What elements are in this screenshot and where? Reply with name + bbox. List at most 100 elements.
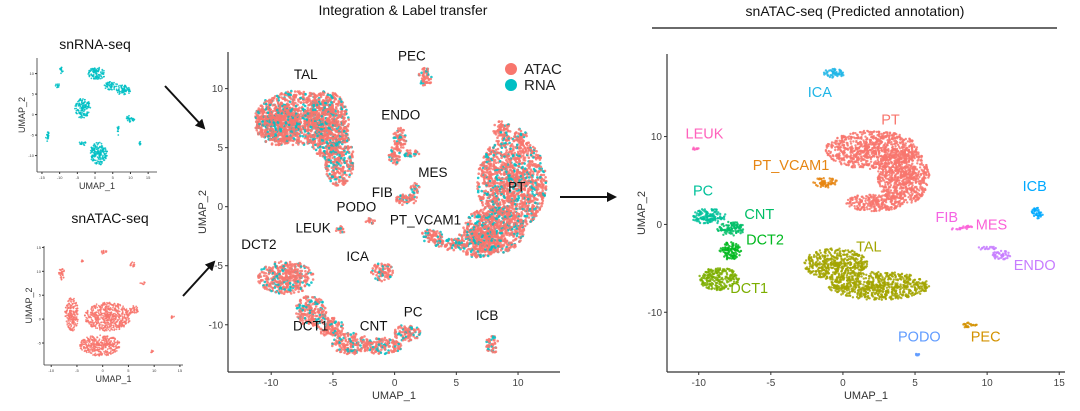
cell-point <box>331 175 335 178</box>
cell-point <box>107 306 110 308</box>
cell-point <box>100 313 103 315</box>
y-tick-label: 10 <box>30 71 35 76</box>
cell-point <box>94 154 97 157</box>
cell-point <box>101 68 104 71</box>
cell-point <box>79 105 82 108</box>
cell-point <box>170 316 173 319</box>
cell-point <box>319 149 322 153</box>
cell-point <box>109 329 111 332</box>
cell-point <box>108 345 111 348</box>
cell-point <box>91 74 94 77</box>
cell-point <box>336 135 340 138</box>
cell-point <box>313 97 317 100</box>
cell-point <box>351 168 354 171</box>
cell-point <box>100 72 103 75</box>
cell-point <box>321 91 325 94</box>
cell-point <box>333 122 337 125</box>
cell-point <box>408 149 412 152</box>
y-tick-label: -10 <box>28 153 35 158</box>
cell-point <box>139 140 142 143</box>
cell-point <box>110 327 113 329</box>
cell-point <box>267 134 270 138</box>
cell-point <box>339 145 342 148</box>
cell-point <box>96 150 99 153</box>
cell-point <box>261 118 264 121</box>
cell-point <box>287 123 291 127</box>
cell-point <box>344 133 347 137</box>
cell-point <box>334 139 338 142</box>
cell-point <box>283 105 286 108</box>
cell-point <box>69 307 72 310</box>
cell-point <box>334 181 338 184</box>
cell-point <box>133 119 136 121</box>
y-tick-label: -10 <box>209 320 224 331</box>
cell-point <box>102 343 105 346</box>
cell-point <box>288 96 292 99</box>
cell-point <box>309 125 313 129</box>
cell-point <box>321 125 325 129</box>
cell-point <box>307 134 311 138</box>
cluster-label: FIB <box>372 185 393 200</box>
cell-point <box>303 122 307 126</box>
cell-point <box>85 351 88 354</box>
y-tick-label: -5 <box>30 133 34 138</box>
cell-point <box>111 82 114 85</box>
cell-point <box>66 314 68 317</box>
cell-point <box>418 185 421 189</box>
cell-point <box>425 81 428 84</box>
cell-point <box>294 104 298 108</box>
cell-point <box>401 199 404 203</box>
cell-point <box>82 112 85 115</box>
cell-point <box>98 68 101 70</box>
cell-point <box>335 184 339 187</box>
cell-point <box>407 152 411 155</box>
cell-point <box>279 114 283 117</box>
cell-point <box>108 347 111 350</box>
cell-point <box>119 304 122 307</box>
cell-point <box>101 155 104 158</box>
cell-point <box>96 75 99 78</box>
cell-point <box>110 88 112 91</box>
cell-point <box>106 150 108 153</box>
cell-point <box>104 250 107 252</box>
cell-point <box>95 313 98 316</box>
cell-point <box>399 129 403 133</box>
cell-point <box>112 318 115 320</box>
cell-point <box>71 321 73 324</box>
cell-point <box>351 165 355 169</box>
cell-point <box>105 303 108 306</box>
cell-point <box>345 139 349 142</box>
y-tick-label: 0 <box>217 202 223 213</box>
cell-point <box>75 304 77 307</box>
cell-point <box>268 103 272 107</box>
cell-point <box>97 340 99 343</box>
cell-point <box>268 120 271 124</box>
cell-point <box>129 311 132 314</box>
cell-point <box>261 105 264 109</box>
cell-point <box>388 158 391 161</box>
cell-point <box>406 200 409 204</box>
cell-point <box>336 116 339 120</box>
cell-point <box>126 119 129 122</box>
cell-point <box>142 283 145 286</box>
cell-point <box>409 185 413 188</box>
cell-point <box>274 143 278 147</box>
cell-point <box>265 99 268 103</box>
cell-point <box>403 135 407 139</box>
cell-point <box>129 264 132 267</box>
cell-point <box>62 276 65 279</box>
cell-point <box>396 195 399 199</box>
cell-point <box>414 153 417 156</box>
cell-point <box>89 316 92 318</box>
cell-point <box>118 322 121 324</box>
cell-point <box>284 121 288 124</box>
cell-point <box>327 154 331 158</box>
cell-point <box>106 348 109 351</box>
cell-point <box>102 337 105 340</box>
cell-point <box>83 346 86 349</box>
cell-point <box>115 313 118 316</box>
cell-point <box>111 304 114 306</box>
cell-point <box>98 146 101 149</box>
cell-point <box>99 71 102 74</box>
